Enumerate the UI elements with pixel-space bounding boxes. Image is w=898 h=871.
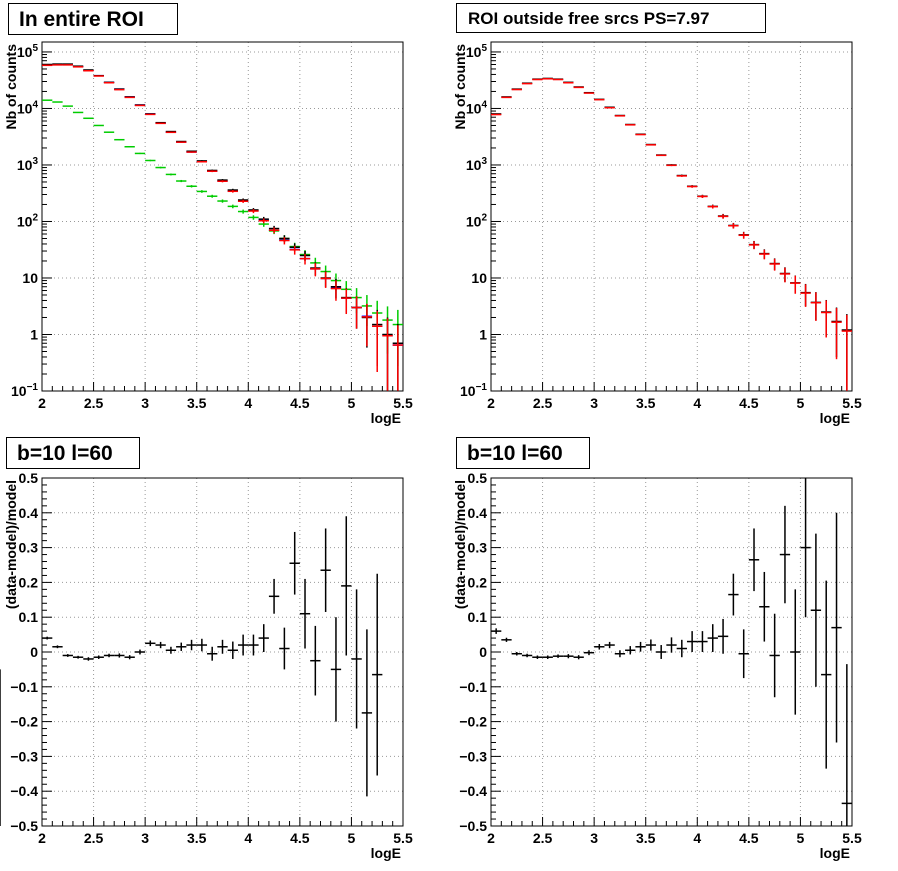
y-tick-label: 0 bbox=[30, 644, 38, 660]
x-tick-label: 3 bbox=[141, 830, 149, 846]
x-axis-label: logE bbox=[820, 845, 850, 861]
y-tick-label: 104 bbox=[466, 99, 488, 116]
x-axis-label: logE bbox=[371, 845, 401, 861]
y-tick-label: 0.3 bbox=[19, 540, 39, 556]
x-tick-label: 5 bbox=[348, 395, 356, 411]
x-tick-label: 3 bbox=[590, 830, 598, 846]
y-tick-label: 0.5 bbox=[19, 470, 39, 486]
y-tick-label: 10 bbox=[22, 270, 38, 286]
plot-frame bbox=[490, 41, 853, 392]
x-tick-label: 5.5 bbox=[393, 830, 413, 846]
x-tick-label: 2 bbox=[487, 830, 495, 846]
x-tick-label: 3 bbox=[141, 395, 149, 411]
y-tick-label: −0.3 bbox=[459, 748, 487, 764]
panel-3: 2 2.5 3 3.5 4 4.5 5 5.5logE−0.5−0.4−0.3−0.2−0.1… bbox=[0, 470, 862, 861]
x-tick-label: 4.5 bbox=[290, 830, 310, 846]
y-axis-label: (data-model)/model bbox=[452, 480, 468, 609]
y-tick-label: 0.1 bbox=[19, 609, 39, 625]
x-tick-label: 4 bbox=[693, 830, 701, 846]
y-axis-label: (data-model)/model bbox=[3, 480, 19, 609]
x-tick-label: 3 bbox=[590, 395, 598, 411]
x-tick-label: 4.5 bbox=[290, 395, 310, 411]
x-tick-label: 4.5 bbox=[739, 830, 759, 846]
panel-title-outside-free-srcs: ROI outside free srcs PS=7.97 bbox=[456, 3, 766, 33]
x-tick-label: 3.5 bbox=[636, 830, 656, 846]
x-tick-label: 4 bbox=[693, 395, 701, 411]
x-axis-label: logE bbox=[371, 410, 401, 426]
x-tick-label: 5 bbox=[797, 395, 805, 411]
y-tick-label: 103 bbox=[466, 156, 488, 173]
y-tick-label: 10−1 bbox=[11, 382, 38, 399]
y-tick-label: 1 bbox=[479, 326, 487, 342]
x-tick-label: 2 bbox=[38, 830, 46, 846]
x-tick-label: 5 bbox=[797, 830, 805, 846]
y-tick-label: 0.3 bbox=[468, 540, 488, 556]
x-tick-label: 2.5 bbox=[533, 395, 553, 411]
y-tick-label: 0.5 bbox=[468, 470, 488, 486]
y-tick-label: 0.2 bbox=[468, 574, 488, 590]
y-tick-label: −0.2 bbox=[10, 714, 38, 730]
y-tick-label: 0.2 bbox=[19, 574, 39, 590]
y-tick-label: −0.5 bbox=[459, 818, 487, 834]
x-tick-label: 3.5 bbox=[636, 395, 656, 411]
panel-title-residual-left: b=10 l=60 bbox=[6, 437, 140, 469]
y-tick-label: 1 bbox=[30, 326, 38, 342]
y-tick-label: 0.1 bbox=[468, 609, 488, 625]
x-tick-label: 3.5 bbox=[187, 395, 207, 411]
x-tick-label: 5.5 bbox=[842, 830, 862, 846]
y-tick-label: 10−1 bbox=[460, 382, 487, 399]
panel-title-residual-right: b=10 l=60 bbox=[456, 437, 590, 469]
y-axis-label: Nb of counts bbox=[3, 44, 19, 130]
x-tick-label: 4 bbox=[244, 830, 252, 846]
y-tick-label: −0.1 bbox=[459, 679, 487, 695]
x-tick-label: 2 bbox=[487, 395, 495, 411]
x-tick-label: 5 bbox=[348, 830, 356, 846]
y-tick-label: −0.4 bbox=[10, 783, 38, 799]
x-tick-label: 2 bbox=[38, 395, 46, 411]
y-tick-label: 0.4 bbox=[19, 505, 39, 521]
y-tick-label: 105 bbox=[17, 43, 39, 60]
x-tick-label: 4 bbox=[244, 395, 252, 411]
x-tick-label: 2.5 bbox=[84, 830, 104, 846]
panel-title-entire-roi: In entire ROI bbox=[8, 3, 178, 35]
y-tick-label: −0.4 bbox=[459, 783, 487, 799]
plot-frame bbox=[41, 41, 404, 392]
y-tick-label: −0.1 bbox=[10, 679, 38, 695]
x-tick-label: 5.5 bbox=[393, 395, 413, 411]
y-tick-label: 103 bbox=[17, 156, 39, 173]
x-axis-label: logE bbox=[820, 410, 850, 426]
x-tick-label: 2.5 bbox=[84, 395, 104, 411]
y-tick-label: 0 bbox=[479, 644, 487, 660]
y-tick-label: 0.4 bbox=[468, 505, 488, 521]
y-tick-label: 102 bbox=[466, 212, 488, 229]
y-tick-label: −0.2 bbox=[459, 714, 487, 730]
y-tick-label: 102 bbox=[17, 212, 39, 229]
x-tick-label: 3.5 bbox=[187, 830, 207, 846]
x-tick-label: 4.5 bbox=[739, 395, 759, 411]
y-tick-label: −0.3 bbox=[10, 748, 38, 764]
y-tick-label: 104 bbox=[17, 99, 39, 116]
x-tick-label: 5.5 bbox=[842, 395, 862, 411]
y-tick-label: −0.5 bbox=[10, 818, 38, 834]
y-tick-label: 105 bbox=[466, 43, 488, 60]
y-tick-label: 10 bbox=[471, 270, 487, 286]
x-tick-label: 2.5 bbox=[533, 830, 553, 846]
y-axis-label: Nb of counts bbox=[452, 44, 468, 130]
